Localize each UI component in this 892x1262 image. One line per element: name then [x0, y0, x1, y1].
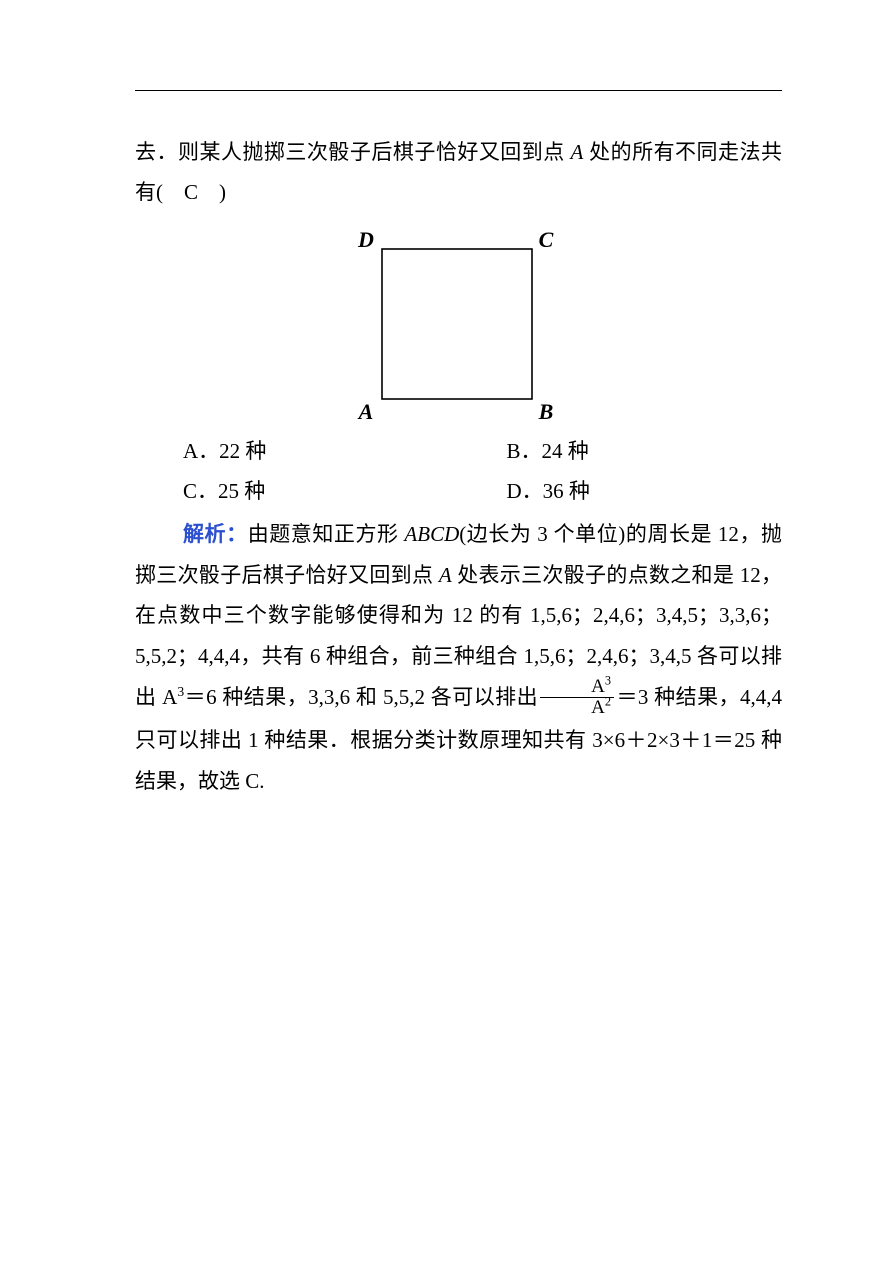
question-tail: 去．则某人抛掷三次骰子后棋子恰好又回到点 A 处的所有不同走法共有( C ) — [135, 133, 782, 213]
explain-t4: ＝6 种结果，3,3,6 和 5,5,2 各可以排出 — [184, 685, 538, 709]
label-C: C — [538, 227, 553, 252]
square-ABCD — [382, 249, 532, 399]
figure-container: D C A B — [135, 227, 782, 422]
frac-num-base: A — [591, 676, 605, 697]
explain-label: 解析： — [183, 522, 248, 546]
option-C: C．25 种 — [135, 472, 459, 512]
options-block: A．22 种 B．24 种 C．25 种 D．36 种 — [135, 432, 782, 512]
explain-pt: A — [439, 563, 452, 587]
square-figure: D C A B — [354, 227, 564, 422]
option-D: D．36 种 — [459, 472, 783, 512]
option-B: B．24 种 — [459, 432, 783, 472]
label-D: D — [357, 227, 374, 252]
option-A: A．22 种 — [135, 432, 459, 472]
top-rule — [135, 90, 782, 91]
explain-fraction: A3A2 — [540, 677, 614, 718]
frac-num-sup: 3 — [605, 674, 611, 688]
explain-t1: 由题意知正方形 — [248, 522, 405, 546]
frac-den-sup: 2 — [605, 695, 611, 709]
label-A: A — [356, 399, 373, 422]
question-text-1: 去．则某人抛掷三次骰子后棋子恰好又回到点 — [135, 140, 571, 164]
document-page: 去．则某人抛掷三次骰子后棋子恰好又回到点 A 处的所有不同走法共有( C ) D… — [0, 0, 892, 802]
question-point-A: A — [571, 140, 584, 164]
explanation: 解析：由题意知正方形 ABCD(边长为 3 个单位)的周长是 12，抛掷三次骰子… — [135, 514, 782, 802]
frac-num: A3 — [540, 677, 614, 698]
label-B: B — [537, 399, 553, 422]
frac-den: A2 — [540, 698, 614, 718]
frac-den-base: A — [591, 697, 605, 718]
explain-sqname: ABCD — [404, 522, 459, 546]
